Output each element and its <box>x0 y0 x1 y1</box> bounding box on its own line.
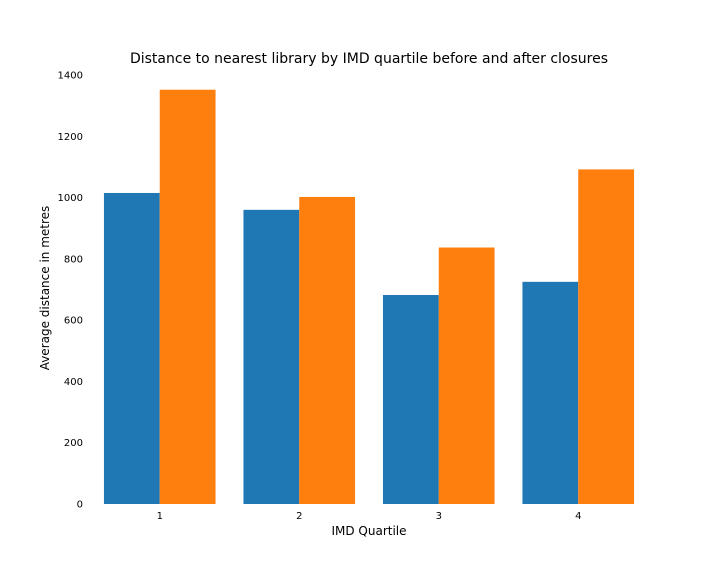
bar-q3-series1 <box>382 295 439 504</box>
bar-q1-series2 <box>159 89 216 505</box>
y-tick-label: 200 <box>64 438 83 449</box>
y-axis-ticks: 0 200 400 600 800 1000 1200 1400 <box>58 71 83 511</box>
y-tick-label: 1000 <box>58 193 83 204</box>
y-tick-label: 800 <box>64 254 83 265</box>
bar-q4-series2 <box>578 169 635 504</box>
y-tick-label: 0 <box>77 500 83 511</box>
x-axis-ticks: 1 2 3 4 <box>157 511 582 522</box>
bar-q2-series2 <box>299 196 356 505</box>
y-tick-label: 600 <box>64 316 83 327</box>
y-tick-label: 1200 <box>58 132 83 143</box>
y-axis-label: Average distance in metres <box>38 206 52 371</box>
bars <box>103 89 635 505</box>
bar-q1-series1 <box>103 192 160 504</box>
x-tick-label: 4 <box>575 511 581 522</box>
x-axis-label: IMD Quartile <box>331 524 406 538</box>
x-tick-label: 2 <box>296 511 302 522</box>
x-tick-label: 3 <box>436 511 442 522</box>
x-tick-label: 1 <box>157 511 163 522</box>
bar-q2-series1 <box>243 209 300 505</box>
y-tick-label: 1400 <box>58 71 83 82</box>
bar-q3-series2 <box>438 247 495 504</box>
bar-q4-series1 <box>522 281 579 504</box>
chart-title: Distance to nearest library by IMD quart… <box>130 51 608 67</box>
y-tick-label: 400 <box>64 377 83 388</box>
